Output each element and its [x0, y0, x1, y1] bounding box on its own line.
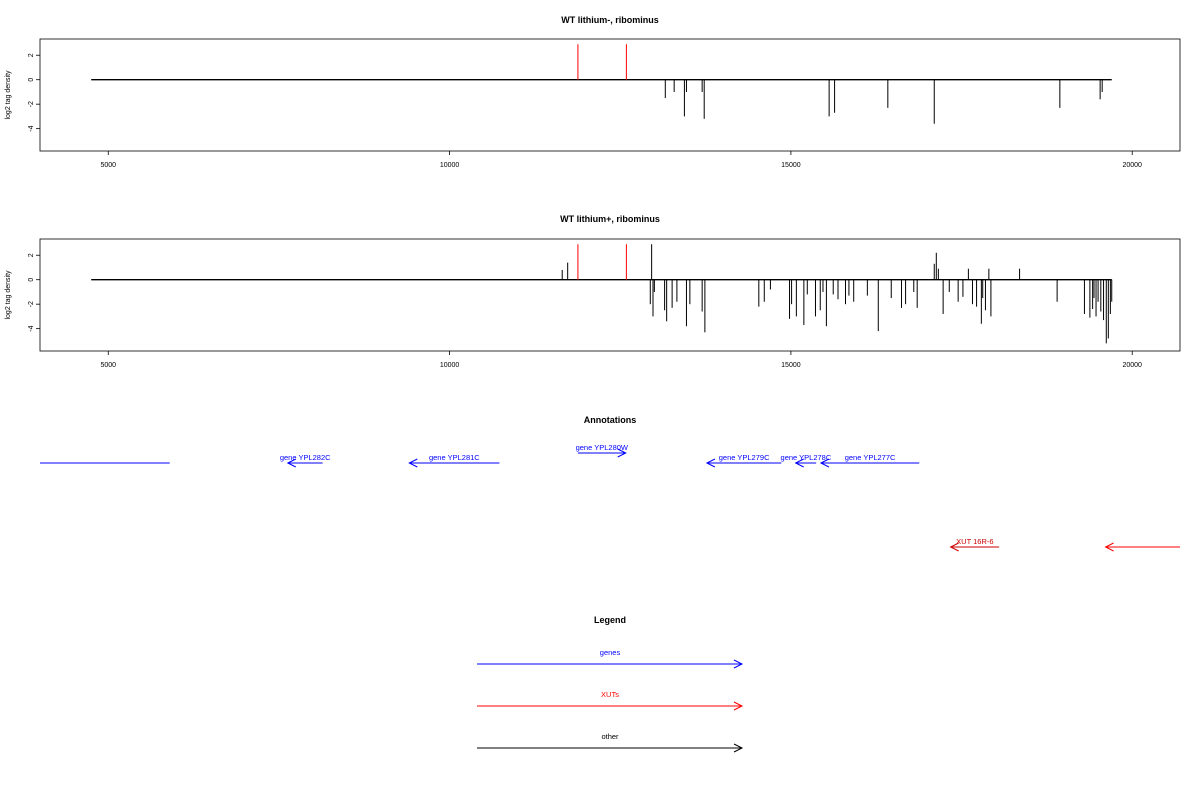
- feature-label: gene YPL277C: [845, 453, 896, 462]
- x-axis: 5000 10000 15000 20000: [100, 351, 1142, 369]
- legend-label: other: [601, 732, 619, 741]
- feature-layer: gene YPL282C gene YPL281C gene YPL280W gene…: [40, 443, 1180, 552]
- x-tick-label: 20000: [1122, 162, 1142, 169]
- track-panel-lithium-plus: WT lithium+, ribominus log2 tag density …: [5, 214, 1181, 369]
- y-axis-label: log2 tag density: [5, 270, 12, 320]
- legend: Legend genes XUTs other: [477, 615, 744, 753]
- y-tick-label: 2: [28, 53, 35, 57]
- x-tick-label: 15000: [781, 362, 801, 369]
- x-tick-label: 20000: [1122, 362, 1142, 369]
- x-tick-label: 5000: [100, 162, 116, 169]
- y-axis-label: log2 tag density: [5, 70, 12, 120]
- legend-item: genes: [477, 648, 744, 669]
- feature-arrow: [1104, 542, 1180, 552]
- marks-layer: [91, 44, 1112, 124]
- y-tick-label: -2: [28, 301, 35, 307]
- y-tick-label: -4: [28, 125, 35, 131]
- feature-label: gene YPL282C: [280, 453, 331, 462]
- feature-arrow: gene YPL277C: [819, 453, 920, 468]
- x-tick-label: 15000: [781, 162, 801, 169]
- feature-arrow: gene YPL278C: [781, 453, 832, 468]
- legend-label: genes: [600, 648, 621, 657]
- x-axis: 5000 10000 15000 20000: [100, 151, 1142, 169]
- panel-title: WT lithium-, ribominus: [561, 15, 659, 25]
- legend-item: XUTs: [477, 690, 744, 711]
- track-panel-lithium-minus: WT lithium-, ribominus log2 tag density …: [5, 15, 1181, 169]
- feature-label: gene YPL278C: [781, 453, 832, 462]
- legend-label: XUTs: [601, 690, 619, 699]
- y-tick-label: 2: [28, 253, 35, 257]
- x-tick-label: 5000: [100, 362, 116, 369]
- y-tick-label: 0: [28, 278, 35, 282]
- legend-items: genes XUTs other: [477, 648, 744, 753]
- feature-label: gene YPL280W: [576, 443, 629, 452]
- x-tick-label: 10000: [440, 162, 460, 169]
- plot-frame: [39, 38, 1181, 152]
- plot-frame: [39, 238, 1181, 352]
- feature-arrow: gene YPL280W: [576, 443, 629, 458]
- panel-title: WT lithium+, ribominus: [560, 214, 660, 224]
- feature-label: gene YPL281C: [429, 453, 480, 462]
- feature-arrow: gene YPL279C: [705, 453, 782, 468]
- x-tick-label: 10000: [440, 362, 460, 369]
- feature-arrow: XUT 16R-6: [949, 537, 1000, 552]
- marks-layer: [91, 244, 1113, 344]
- feature-arrow: gene YPL281C: [408, 453, 500, 468]
- y-tick-label: 0: [28, 78, 35, 82]
- legend-title: Legend: [594, 615, 626, 625]
- y-tick-label: -4: [28, 325, 35, 331]
- feature-label: gene YPL279C: [719, 453, 770, 462]
- feature-label: XUT 16R-6: [956, 537, 993, 546]
- annotations-title: Annotations: [584, 415, 637, 425]
- y-axis: 2 0 -2 -4: [28, 53, 40, 132]
- y-axis: 2 0 -2 -4: [28, 253, 40, 332]
- annotations-panel: Annotations gene YPL282C gene YPL281Cgene…: [40, 415, 1180, 552]
- legend-item: other: [477, 732, 744, 753]
- feature-arrow: gene YPL282C: [280, 453, 331, 468]
- y-tick-label: -2: [28, 101, 35, 107]
